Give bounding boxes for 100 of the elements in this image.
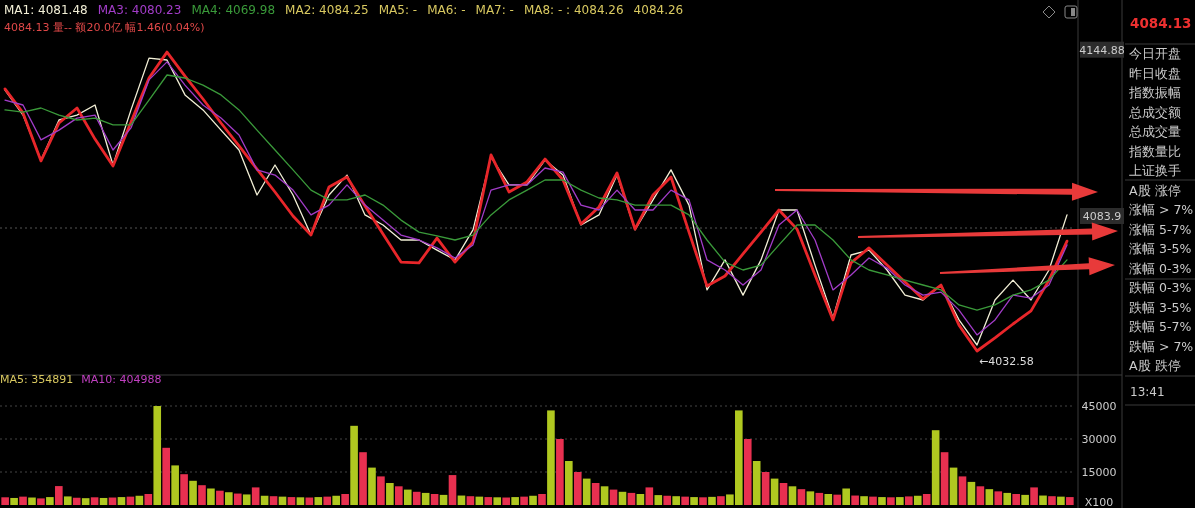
- text: 涨幅 3-5%: [1129, 241, 1192, 256]
- annotation: MA2: 4084.25: [285, 3, 369, 17]
- bar: [46, 497, 54, 505]
- annotation: MA5: 354891: [0, 373, 74, 386]
- bar: [368, 467, 376, 505]
- bar: [1, 497, 9, 505]
- bar: [448, 475, 457, 505]
- bar: [99, 497, 108, 505]
- bar: [511, 497, 519, 505]
- y-tick-label: X100: [1084, 496, 1114, 508]
- text: 上证换手: [1129, 163, 1181, 178]
- text: 跌幅 0-3%: [1129, 280, 1192, 295]
- bar: [949, 467, 958, 505]
- annotation: MA8: - : 4084.26: [523, 3, 624, 17]
- text: 跌幅 3-5%: [1129, 299, 1192, 315]
- annotation: 4084.26: [633, 3, 684, 17]
- bar: [1003, 492, 1012, 505]
- text: 总成交额: [1128, 104, 1181, 120]
- text: 涨幅 5-7%: [1129, 221, 1192, 237]
- bar: [752, 461, 761, 505]
- bar: [377, 476, 385, 505]
- bar: [878, 497, 886, 505]
- bar: [636, 494, 645, 505]
- bar: [10, 497, 18, 505]
- y-tick-label: 30000: [1081, 433, 1117, 447]
- bar: [976, 486, 985, 505]
- bar: [484, 497, 493, 505]
- bar: [260, 495, 269, 505]
- bar: [162, 447, 170, 505]
- bar: [717, 496, 725, 505]
- bar: [117, 497, 126, 505]
- bar: [493, 497, 502, 505]
- annotation: MA6: -: [427, 3, 466, 17]
- bar: [242, 494, 251, 505]
- bar: [842, 488, 850, 505]
- bar: [430, 494, 439, 505]
- bar: [663, 495, 672, 505]
- bar: [314, 497, 323, 505]
- bar: [19, 496, 27, 505]
- bar: [565, 461, 573, 505]
- bar: [81, 498, 90, 505]
- bar: [547, 410, 555, 505]
- bar: [994, 491, 1003, 505]
- bar: [135, 495, 144, 505]
- bar: [198, 485, 206, 505]
- bar: [37, 498, 45, 505]
- bar: [529, 495, 537, 505]
- bar: [171, 465, 179, 505]
- bar: [1012, 494, 1020, 505]
- text: MA1: 4081.48: [4, 3, 88, 17]
- bar: [1057, 496, 1065, 505]
- bar: [1066, 497, 1074, 505]
- annotation: MA10: 404988: [81, 373, 162, 386]
- bar: [699, 497, 707, 505]
- bar: [967, 481, 976, 505]
- y-tick-label: 4144.88: [1079, 43, 1125, 57]
- bar: [600, 486, 609, 505]
- text: 13:41: [1130, 385, 1165, 399]
- text: 指数振幅: [1128, 85, 1181, 100]
- bar: [573, 472, 582, 505]
- bar: [251, 487, 260, 505]
- bar: [690, 497, 698, 505]
- bar: [654, 495, 663, 505]
- bar: [681, 496, 689, 505]
- bar: [502, 497, 510, 505]
- bar: [770, 478, 779, 505]
- bar: [556, 439, 564, 505]
- text: 今日开盘: [1129, 46, 1181, 61]
- text: A股 涨停: [1129, 182, 1181, 198]
- bar: [591, 483, 600, 505]
- bar: [359, 452, 367, 505]
- bar: [520, 496, 528, 505]
- bar: [1039, 495, 1047, 505]
- bar: [28, 497, 36, 505]
- bar: [833, 494, 842, 505]
- bar: [386, 483, 394, 505]
- text: 跌幅 > 7%: [1129, 338, 1194, 354]
- bar: [582, 478, 591, 505]
- bar: [708, 496, 716, 505]
- bar: [851, 495, 859, 505]
- bar: [627, 492, 636, 505]
- bar: [350, 425, 358, 505]
- text: 昨日收盘: [1129, 65, 1181, 81]
- bar: [144, 494, 153, 505]
- bar: [439, 494, 448, 505]
- bar: [216, 490, 224, 505]
- bar: [761, 472, 770, 505]
- bar: [743, 439, 752, 505]
- bar: [466, 496, 475, 505]
- bar: [225, 492, 233, 505]
- text: A股 跌停: [1129, 358, 1181, 373]
- bar: [797, 489, 806, 505]
- bar: [90, 497, 99, 505]
- bar: [63, 496, 72, 505]
- bar: [958, 476, 967, 505]
- bar: [985, 489, 994, 505]
- bar: [72, 497, 81, 505]
- y-tick-label: 45000: [1081, 400, 1117, 414]
- bar: [341, 494, 349, 505]
- bar: [609, 489, 618, 505]
